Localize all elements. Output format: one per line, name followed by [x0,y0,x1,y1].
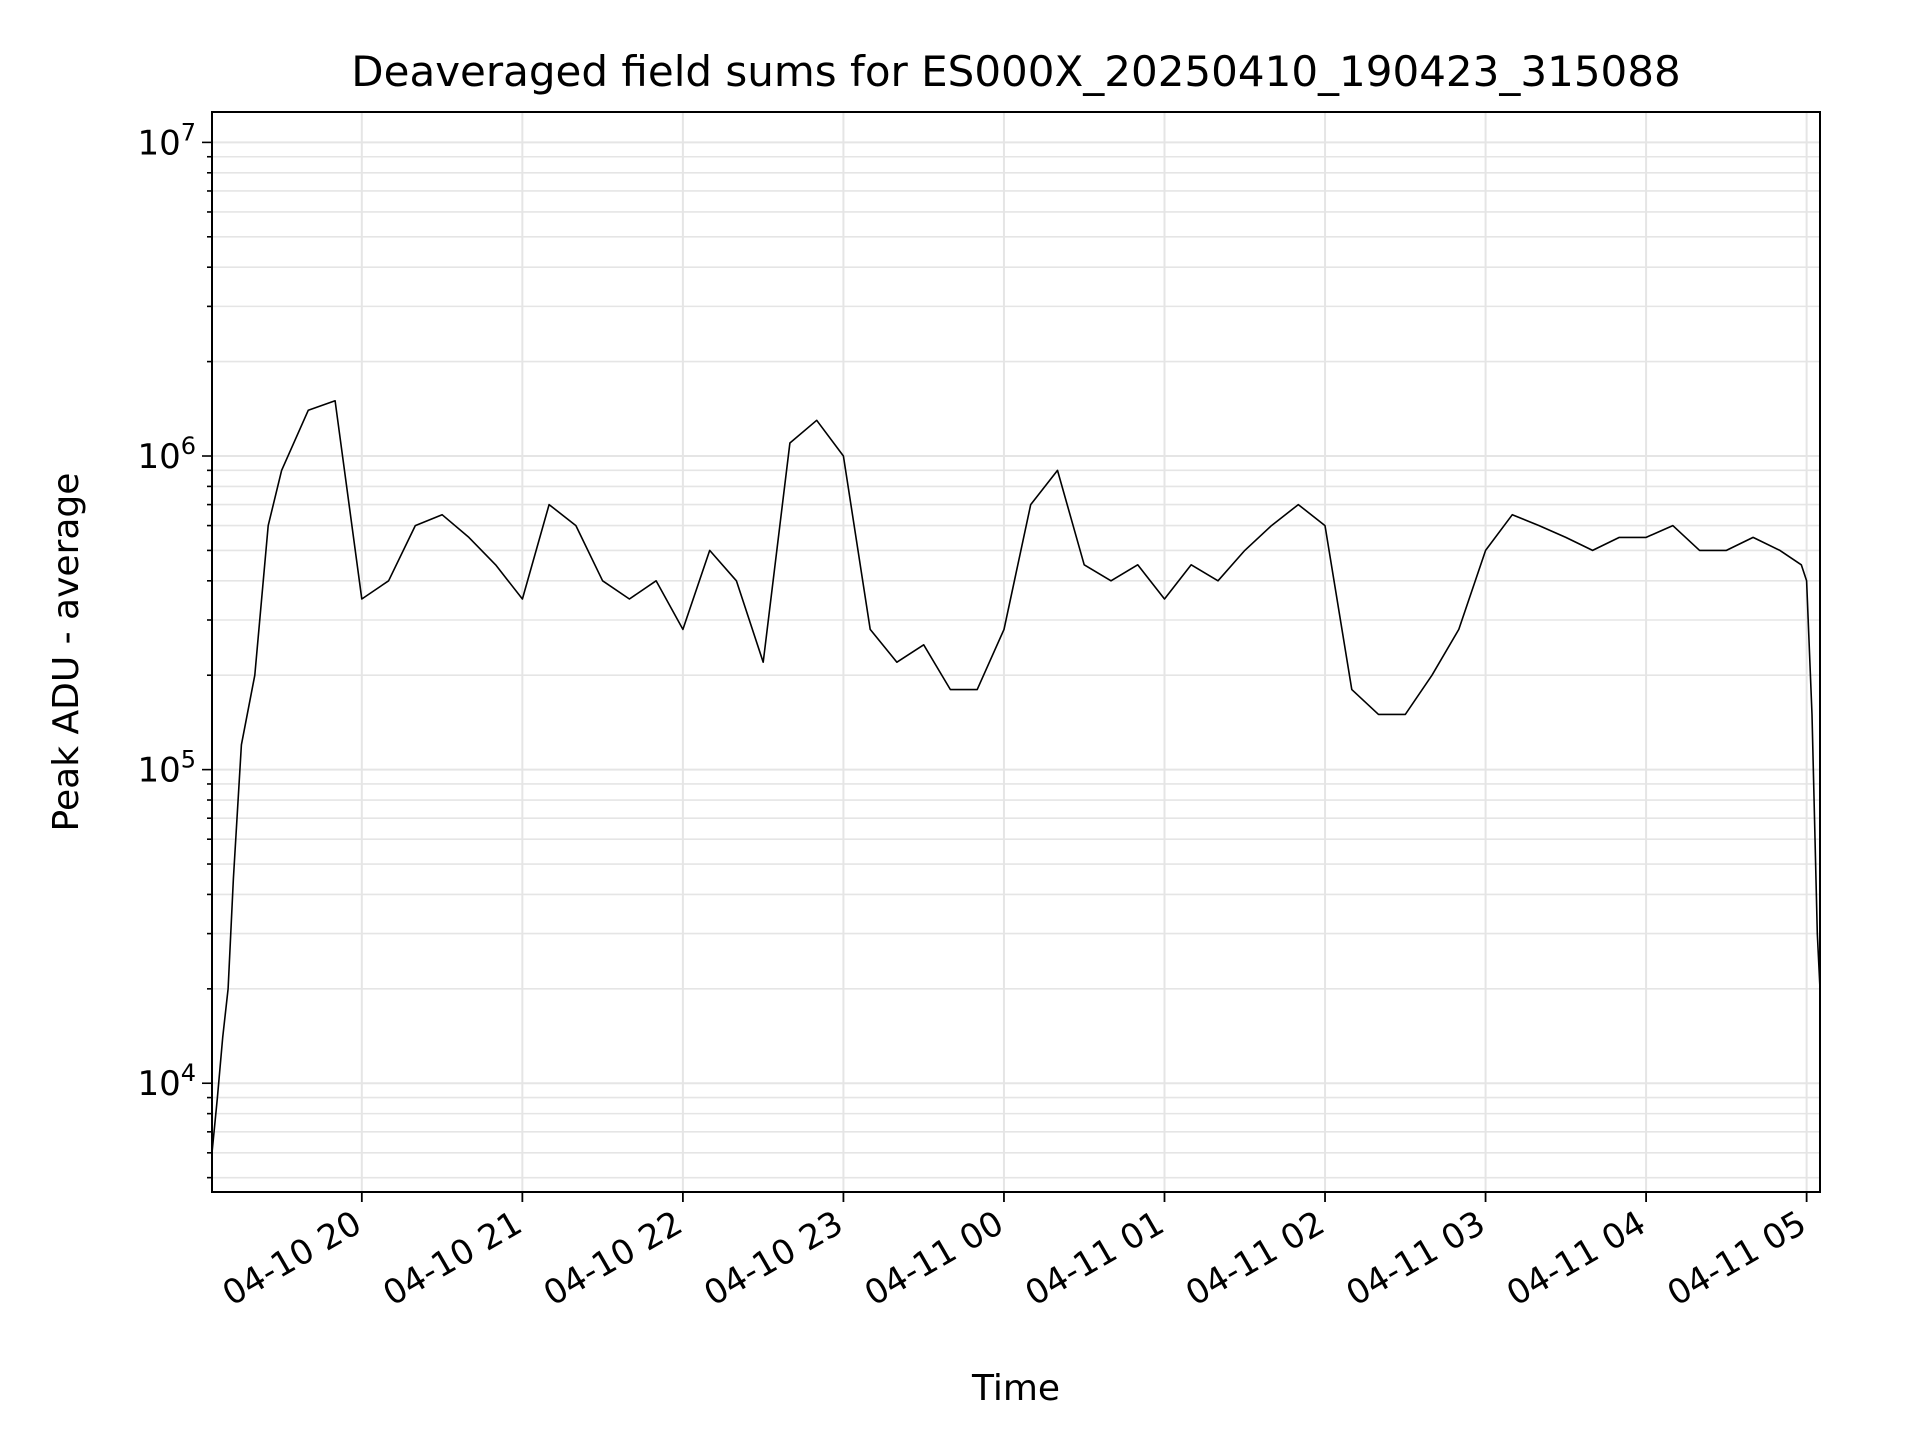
grid [212,112,1820,1192]
plot-area [211,400,1821,1153]
y-tick-label: 104 [137,1059,196,1104]
y-tick-label: 107 [137,118,196,163]
x-axis-label: Time [971,1368,1060,1409]
plot-frame [211,111,1821,1193]
y-tick-label: 106 [137,432,196,477]
y-tick-label: 105 [137,746,196,791]
y-axis: 104 105 106 107 [137,118,212,1179]
chart-title: Deaveraged field sums for ES000X_2025041… [351,47,1680,96]
series-line [211,400,1821,1153]
y-axis-label: Peak ADU - average [46,473,87,832]
